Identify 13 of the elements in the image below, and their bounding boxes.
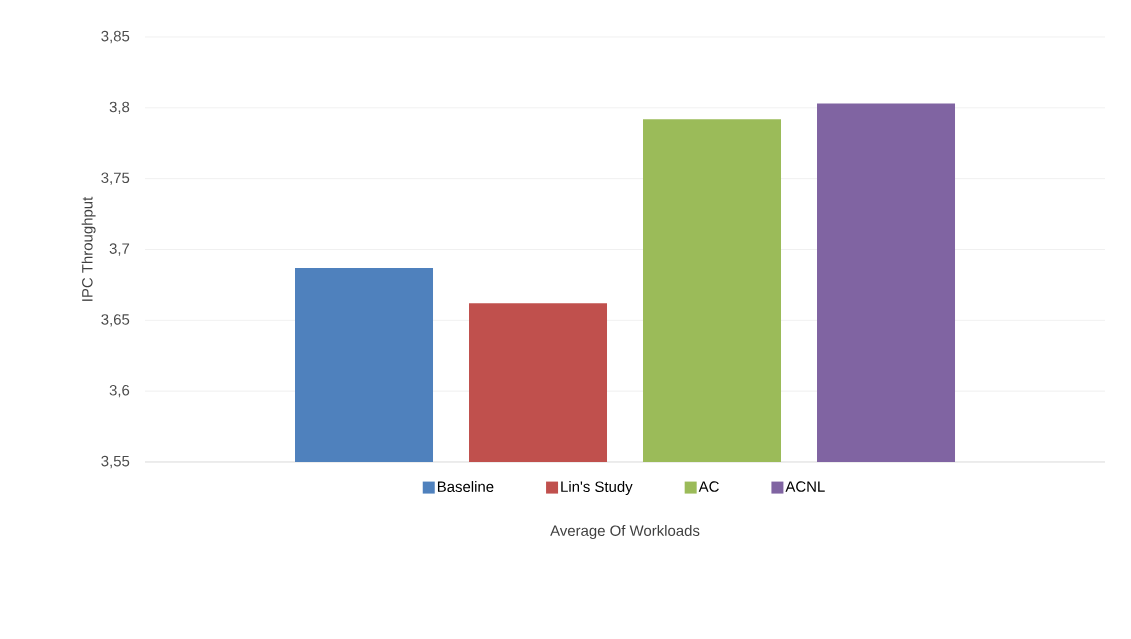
legend-label: ACNL <box>785 481 825 492</box>
y-tick-label: 3,7 <box>109 243 130 256</box>
y-tick-label: 3,85 <box>101 30 130 44</box>
legend-label: Baseline <box>437 481 494 493</box>
y-tick-label: 3,65 <box>101 314 130 327</box>
legend-label: Lin's Study <box>561 481 633 495</box>
y-tick-label: 3,75 <box>101 172 130 185</box>
y-tick-label: 3,8 <box>109 101 130 114</box>
x-axis-title: Average Of Workloads <box>550 525 700 539</box>
legend-label: AC <box>698 481 719 492</box>
y-tick-label: 3,55 <box>101 455 130 469</box>
y-tick-label: 3,6 <box>109 384 130 398</box>
y-axis-title: IPC Throughput <box>81 196 96 301</box>
